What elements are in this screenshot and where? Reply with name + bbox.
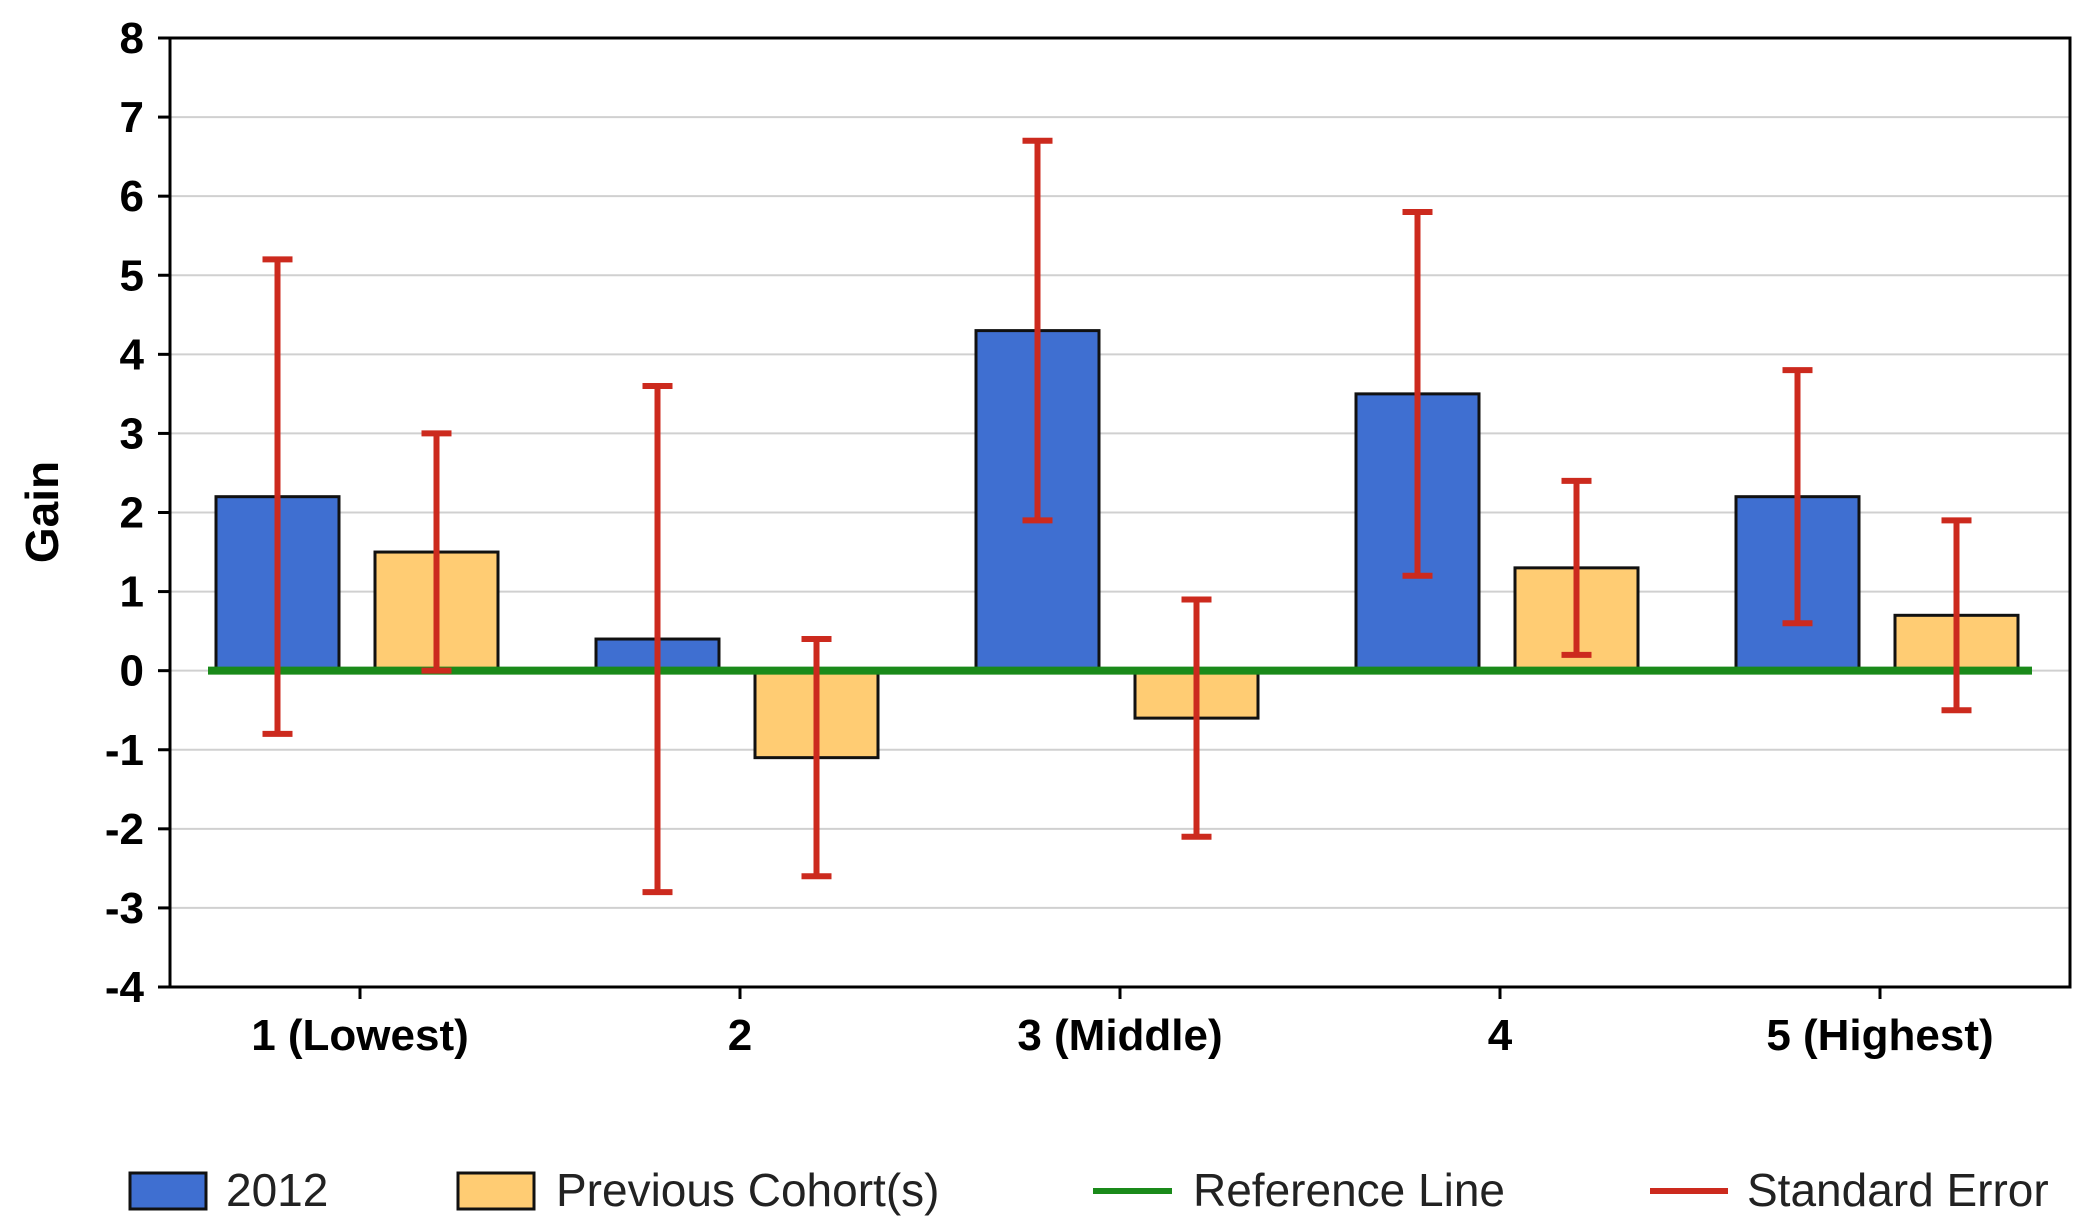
y-tick-label-8: 4 [120, 330, 145, 379]
error-bars [262, 137, 1972, 896]
y-tick-label-3: -1 [105, 726, 144, 775]
legend-item-previous-cohorts: Previous Cohort(s) [456, 1164, 939, 1216]
y-tick-label-10: 6 [120, 172, 144, 221]
y-tick-label-4: 0 [120, 647, 144, 696]
x-tick-label-cat1: 1 (Lowest) [251, 1011, 469, 1060]
legend-label-standard-error: Standard Error [1747, 1164, 2049, 1216]
y-axis-ticks: -4 -3 -2 -1 0 1 2 3 4 5 6 7 8 [105, 14, 170, 1012]
legend-item-2012: 2012 [128, 1164, 328, 1216]
x-tick-label-cat2: 2 [728, 1011, 752, 1060]
legend-label-2012: 2012 [226, 1164, 328, 1216]
legend-swatch-previous-cohorts [456, 1171, 536, 1211]
x-tick-label-cat3: 3 (Middle) [1017, 1011, 1222, 1060]
y-tick-label-5: 1 [120, 568, 144, 617]
legend: 2012 Previous Cohort(s) Reference Line S… [128, 1164, 2049, 1216]
y-tick-label-6: 2 [120, 489, 144, 538]
y-tick-label-11: 7 [120, 93, 144, 142]
x-tick-label-cat4: 4 [1488, 1011, 1513, 1060]
y-tick-label-7: 3 [120, 409, 144, 458]
x-axis-ticks: 1 (Lowest) 2 3 (Middle) 4 5 (Highest) [251, 987, 1994, 1060]
gridlines [170, 37, 2070, 988]
y-tick-label-12: 8 [120, 14, 144, 63]
legend-item-standard-error: Standard Error [1650, 1164, 2049, 1216]
y-tick-label-2: -2 [105, 805, 144, 854]
legend-item-reference-line: Reference Line [1093, 1164, 1505, 1216]
legend-label-previous-cohorts: Previous Cohort(s) [556, 1164, 939, 1216]
y-tick-label-1: -3 [105, 884, 144, 933]
legend-label-reference-line: Reference Line [1193, 1164, 1505, 1216]
y-tick-label-9: 5 [120, 251, 144, 300]
y-tick-label-0: -4 [105, 963, 145, 1012]
x-tick-label-cat5: 5 (Highest) [1766, 1011, 1993, 1060]
legend-swatch-2012 [128, 1171, 208, 1211]
y-axis-title: Gain [16, 461, 68, 563]
